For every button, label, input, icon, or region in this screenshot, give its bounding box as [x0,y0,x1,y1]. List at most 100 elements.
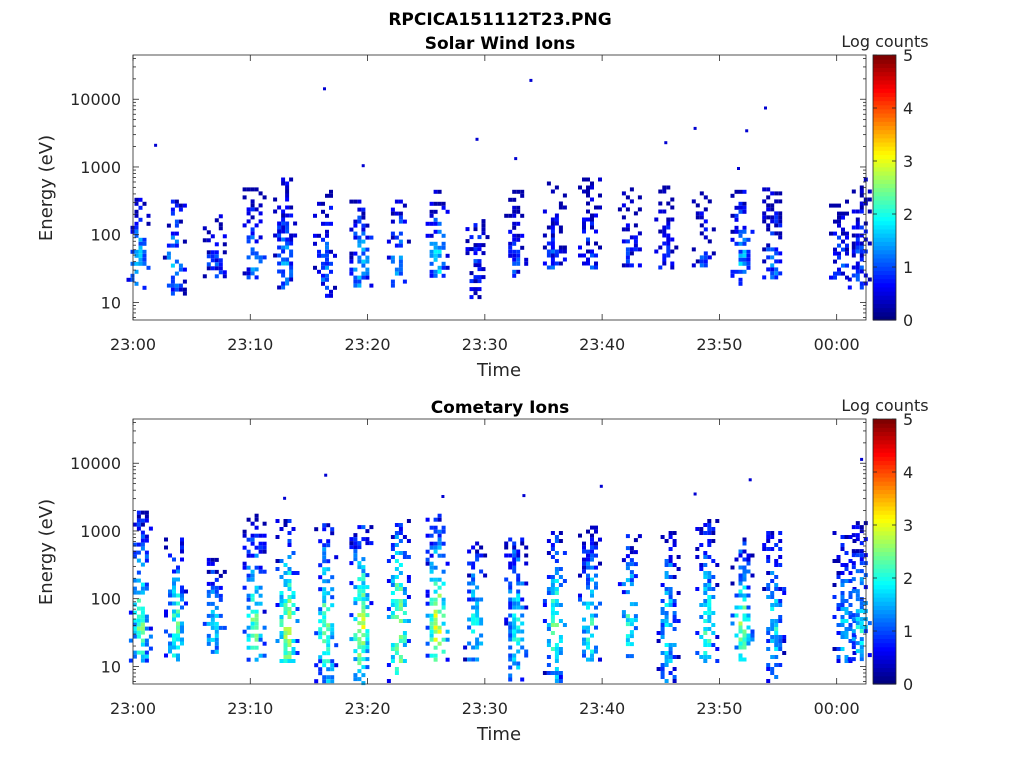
heatmap-cell [313,213,317,218]
heatmap-cell [637,231,642,236]
heatmap-cell [287,555,292,559]
heatmap-cell [467,617,472,622]
heatmap-cell [578,245,582,250]
heatmap-cell [582,177,586,182]
heatmap-cell [550,237,555,242]
heatmap-cell [550,253,555,258]
heatmap-cell [353,223,358,228]
heatmap-cell [283,563,288,567]
colorbar-tick-label: 0 [903,675,913,694]
heatmap-cell [778,555,783,559]
heatmap-cell [633,550,638,555]
heatmap-cell [437,245,442,250]
heatmap-cell [164,545,168,550]
heatmap-cell [633,562,638,567]
heatmap-cell [836,559,841,563]
colorbar-swatch [873,501,896,507]
heatmap-cell [586,257,590,262]
heatmap-cell [859,621,864,626]
heatmap-cell [246,597,251,602]
heatmap-cell [365,613,370,618]
heatmap-cell [778,615,783,619]
heatmap-cell [762,187,767,192]
heatmap-cell [586,185,590,190]
heatmap-cell [582,653,586,658]
heatmap-cell [479,569,484,574]
heatmap-cell [734,229,739,234]
heatmap-cell [349,637,354,642]
heatmap-cell [855,625,860,630]
heatmap-cell [590,557,594,562]
heatmap-cell [322,587,327,592]
heatmap-cell [742,565,747,570]
heatmap-cell [402,279,407,284]
heatmap-cell [398,271,403,276]
heatmap-cell [275,603,280,607]
colorbar-swatch [873,146,896,151]
colorbar-swatch [873,576,896,582]
heatmap-cell [662,253,667,258]
heatmap-cell [246,549,251,554]
heatmap-cell [140,582,145,587]
heatmap-cell [848,615,853,619]
heatmap-cell [258,593,263,598]
heatmap-cell [625,259,630,264]
heatmap-cell [140,650,145,655]
heatmap-cell [365,605,370,610]
heatmap-cell [437,513,442,518]
heatmap-cell [855,241,860,246]
heatmap-cell [742,645,747,650]
heatmap-cell [562,579,567,583]
heatmap-cell [707,531,712,535]
heatmap-cell [516,661,521,666]
heatmap-cell [429,625,434,630]
heatmap-cell [441,649,446,654]
heatmap-cell [844,567,849,571]
heatmap-cell [126,277,131,282]
heatmap-cell [833,231,837,236]
colorbar-swatch [873,257,896,263]
heatmap-cell [586,209,590,214]
heatmap-cell [738,573,743,578]
heatmap-cell [429,629,434,634]
heatmap-cell [711,587,716,591]
heatmap-cell [433,241,438,246]
heatmap-cell [178,283,183,288]
heatmap-cell [174,243,179,248]
heatmap-cell [658,189,663,194]
heatmap-cell [481,275,486,280]
heatmap-cell [867,241,872,246]
heatmap-cell [707,539,712,543]
heatmap-cell [136,598,141,603]
colorbar-swatch [873,518,896,524]
heatmap-cell [582,601,586,606]
heatmap-cell [668,547,673,551]
heatmap-cell [326,679,331,684]
heatmap-cell [330,663,335,668]
heatmap-cell [279,659,284,663]
heatmap-cell [254,251,259,256]
heatmap-cell [287,519,292,523]
heatmap-cell [542,245,547,250]
heatmap-cell [672,603,677,607]
heatmap-cell [841,231,845,236]
heatmap-cell [666,249,671,254]
heatmap-cell [210,617,215,622]
heatmap-cell [357,243,362,248]
colorbar-swatch [873,626,896,631]
heatmap-cell [326,523,331,528]
heatmap-cell [832,531,837,535]
heatmap-cell [166,251,171,256]
heatmap-cell [471,577,476,582]
heatmap-cell [398,583,403,587]
heatmap-cell [625,654,630,659]
heatmap-cell [361,525,366,530]
heatmap-cell [285,213,290,218]
heatmap-cell [246,211,251,216]
heatmap-cell [365,593,370,598]
heatmap-cell [770,263,775,268]
heatmap-cell [425,653,430,658]
heatmap-cell [361,657,366,662]
heatmap-cell [512,637,517,642]
heatmap-cell [206,230,211,235]
